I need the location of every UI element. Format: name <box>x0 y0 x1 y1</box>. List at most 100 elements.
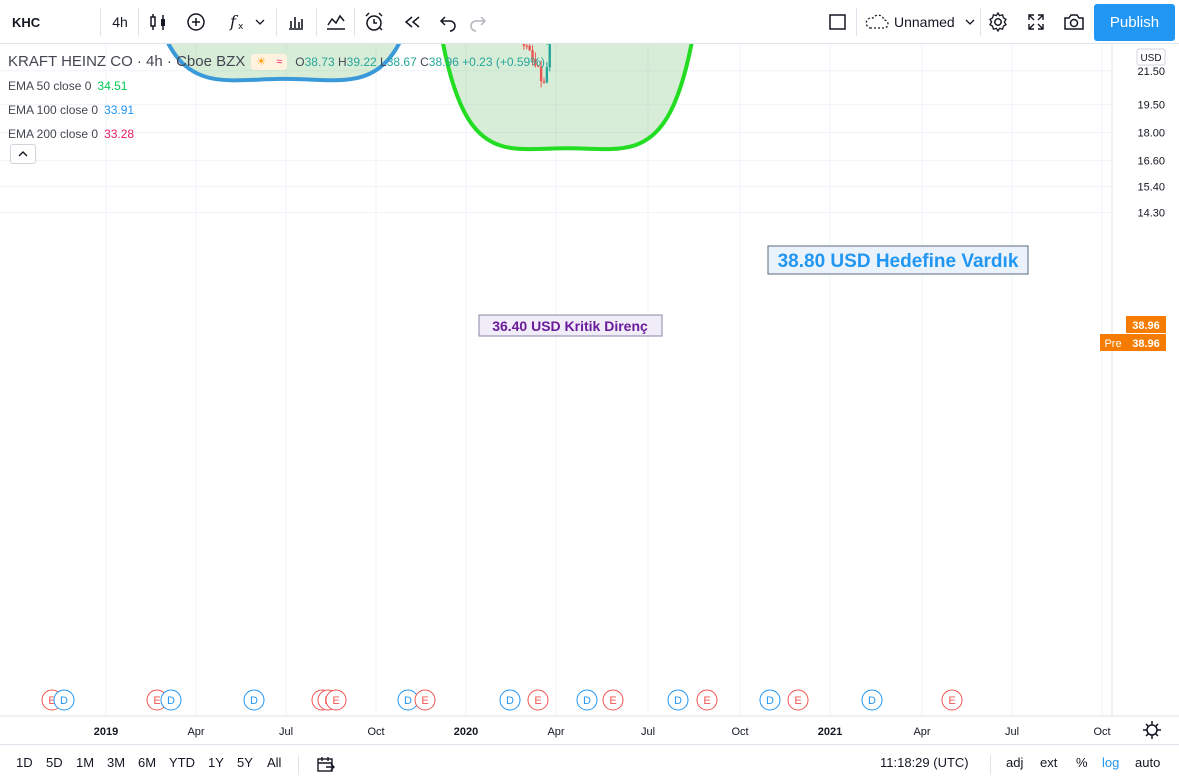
dividend-marker[interactable]: D <box>759 689 781 711</box>
event-label: D <box>60 695 68 707</box>
financials-button[interactable] <box>280 5 312 39</box>
earnings-marker[interactable]: E <box>414 689 436 711</box>
time-axis[interactable]: 2019 Apr Jul Oct 2020 Apr Jul Oct 2021 Apr Jul Oct <box>94 726 1111 738</box>
dividend-marker[interactable]: D <box>160 689 182 711</box>
ext-toggle[interactable]: ext <box>1040 755 1058 770</box>
go-to-date-icon[interactable] <box>316 755 336 775</box>
range-5y[interactable]: 5Y <box>237 755 253 770</box>
range-1d[interactable]: 1D <box>16 755 33 770</box>
price-chart[interactable]: 36.40 USD Kritik Direnç 38.80 USD Hedefi… <box>0 44 1179 744</box>
candle-body <box>528 45 531 51</box>
dividend-marker[interactable]: D <box>243 689 265 711</box>
candles-style-button[interactable] <box>142 5 174 39</box>
dividend-marker[interactable]: D <box>53 689 75 711</box>
dividend-marker[interactable]: D <box>667 689 689 711</box>
currency-badge[interactable]: USD <box>1136 48 1166 66</box>
toolbar-divider <box>316 8 317 36</box>
publish-button[interactable]: Publish <box>1094 4 1175 41</box>
redo-button[interactable] <box>462 5 494 39</box>
range-all[interactable]: All <box>267 755 282 770</box>
price-axis[interactable]: 80.0072.0064.5059.5053.5049.5045.5041.50… <box>1137 44 1165 219</box>
earnings-marker[interactable]: E <box>602 689 624 711</box>
cup-outline[interactable] <box>136 44 432 83</box>
templates-button[interactable] <box>320 5 352 39</box>
legend-ema-50[interactable]: EMA 50 close 0 34.51 <box>8 79 128 93</box>
event-label: E <box>48 695 55 707</box>
earnings-marker[interactable]: E <box>527 689 549 711</box>
time-tick-label: Jul <box>1005 726 1019 738</box>
chart-settings-button[interactable] <box>1143 721 1161 739</box>
candle-body <box>525 45 528 47</box>
toolbar-divider <box>100 8 101 36</box>
cloud-icon <box>865 14 889 29</box>
log-toggle[interactable]: log <box>1102 755 1120 770</box>
event-label: D <box>766 695 774 707</box>
adj-toggle[interactable]: adj <box>1006 755 1024 770</box>
earnings-marker[interactable]: E <box>787 689 809 711</box>
resistance-callout-text: 36.40 USD Kritik Direnç <box>492 318 648 334</box>
replay-button[interactable] <box>396 5 428 39</box>
dividend-marker[interactable]: D <box>576 689 598 711</box>
event-circle <box>325 689 347 711</box>
time-tick-label: 2019 <box>94 726 118 738</box>
fullscreen-button[interactable] <box>1020 5 1052 39</box>
cup-outline[interactable] <box>425 44 710 152</box>
target-callout[interactable]: 38.80 USD Hedefine Vardık <box>767 245 1029 275</box>
legend-ema-200[interactable]: EMA 200 close 0 33.28 <box>8 127 135 141</box>
event-label: E <box>153 695 160 707</box>
range-3m[interactable]: 3M <box>107 755 126 770</box>
range-6m[interactable]: 6M <box>138 755 157 770</box>
cup-fill <box>443 44 692 150</box>
undo-button[interactable] <box>432 5 464 39</box>
event-circle <box>861 689 883 711</box>
camera-icon <box>1064 14 1084 30</box>
snapshot-button[interactable] <box>1058 5 1090 39</box>
earnings-marker[interactable]: E <box>325 689 347 711</box>
auto-toggle[interactable]: auto <box>1135 755 1161 770</box>
event-circle <box>787 689 809 711</box>
legend-ema-100[interactable]: EMA 100 close 0 33.91 <box>8 103 135 117</box>
percent-toggle[interactable]: % <box>1076 755 1088 770</box>
layout-menu-button[interactable]: Unnamed <box>860 5 978 39</box>
legend-title[interactable]: KRAFT HEINZ CO · 4h · Cboe BZX <box>8 53 246 70</box>
legend-symbol-row: KRAFT HEINZ CO · 4h · Cboe BZX ☀ ≈ O38.7… <box>8 50 545 74</box>
symbol-search-button[interactable]: KHC <box>12 14 41 30</box>
time-tick-label: Apr <box>547 726 564 738</box>
bottom-toolbar: 1D 5D 1M 3M 6M YTD 1Y 5Y All 11:18:29 (U… <box>0 744 1179 784</box>
time-tick-label: Apr <box>187 726 204 738</box>
event-circle <box>602 689 624 711</box>
alert-button[interactable] <box>358 5 390 39</box>
event-label: E <box>332 695 339 707</box>
settings-button[interactable] <box>982 5 1014 39</box>
event-label: E <box>703 695 710 707</box>
clock[interactable]: 11:18:29 (UTC) <box>880 755 969 770</box>
candle-body <box>539 66 543 82</box>
event-circle <box>160 689 182 711</box>
market-status-badge[interactable]: ☀ ≈ <box>251 54 288 70</box>
price-tick-label: 18.00 <box>1137 127 1165 139</box>
event-circle <box>667 689 689 711</box>
range-1y[interactable]: 1Y <box>208 755 224 770</box>
dividend-marker[interactable]: D <box>499 689 521 711</box>
range-5d[interactable]: 5D <box>46 755 63 770</box>
event-label: D <box>404 695 412 707</box>
compare-button[interactable] <box>180 5 212 39</box>
cup-lines <box>136 44 710 152</box>
candle-body <box>534 59 537 66</box>
earnings-marker[interactable]: E <box>696 689 718 711</box>
legend-collapse-button[interactable] <box>10 144 36 164</box>
last-price-value: 38.96 <box>1132 320 1160 332</box>
interval-button[interactable]: 4h <box>112 14 128 30</box>
earnings-marker[interactable]: E <box>941 689 963 711</box>
dividend-marker[interactable]: D <box>861 689 883 711</box>
range-1m[interactable]: 1M <box>76 755 95 770</box>
fullscreen-select-button[interactable] <box>822 5 854 39</box>
event-label: E <box>609 695 616 707</box>
candles-icon <box>150 14 165 30</box>
resistance-callout[interactable]: 36.40 USD Kritik Direnç <box>478 314 663 337</box>
range-ytd[interactable]: YTD <box>169 755 195 770</box>
plus-circle-icon <box>187 13 205 31</box>
grid-lines <box>0 44 1112 716</box>
